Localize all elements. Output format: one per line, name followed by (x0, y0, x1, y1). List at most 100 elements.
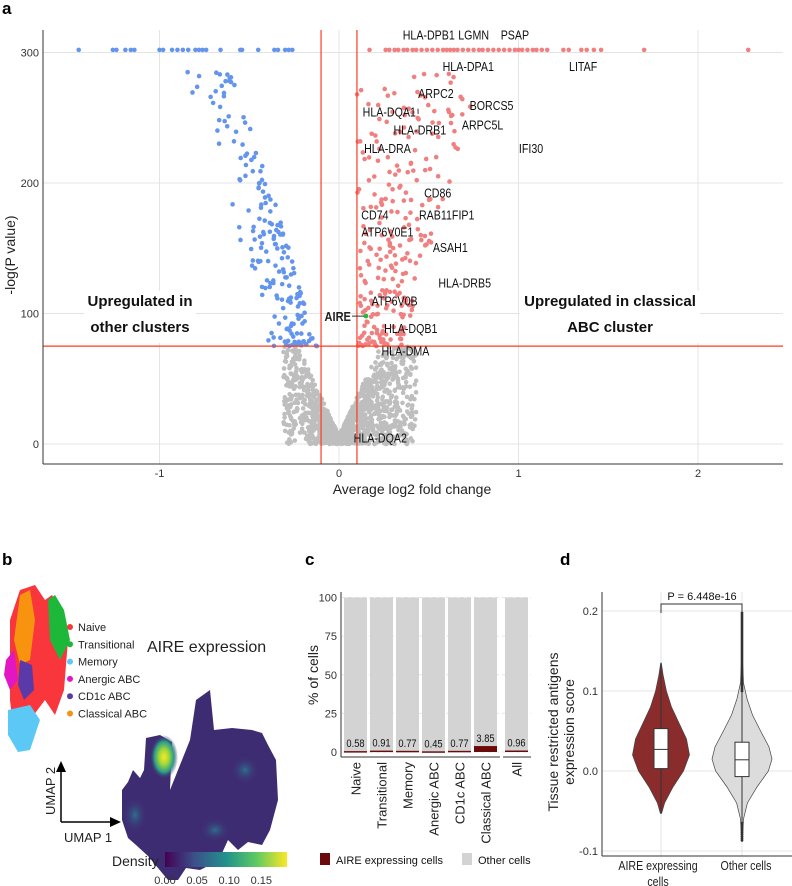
outlier-point (740, 663, 744, 667)
point-down (291, 265, 296, 271)
point-not-significant (293, 384, 298, 389)
point-down-capped (180, 47, 186, 53)
point-down (296, 285, 302, 290)
significance-bracket (660, 603, 743, 613)
point-up-capped (440, 47, 446, 53)
point-up (368, 204, 374, 210)
gene-label: HLA-DRB5 (438, 275, 491, 290)
point-down (286, 283, 292, 289)
point-not-significant (387, 381, 393, 387)
point-up-capped (501, 47, 507, 53)
cluster-legend-label: Anergic ABC (78, 674, 140, 686)
umap-axes: UMAP 2 UMAP 1 (43, 761, 121, 845)
point-not-significant (389, 365, 394, 371)
point-not-significant (350, 415, 355, 420)
point-not-significant (339, 433, 344, 438)
point-up (418, 232, 424, 238)
point-up (414, 177, 420, 183)
point-up (435, 134, 441, 140)
point-up-capped (465, 47, 471, 53)
point-up-capped (485, 47, 491, 53)
legend-dot (67, 675, 73, 682)
point-not-significant (384, 354, 390, 360)
point-up (422, 233, 428, 239)
point-up (365, 337, 370, 342)
point-up (411, 168, 416, 173)
point-up (391, 324, 396, 330)
legend-dot (67, 658, 73, 665)
annotation-right-line2: ABC cluster (567, 319, 653, 336)
point-up (395, 209, 400, 215)
point-not-significant (315, 412, 320, 418)
point-up-capped (591, 47, 597, 53)
outlier-point (740, 685, 744, 689)
bar-other-cells (344, 597, 367, 752)
point-not-significant (399, 359, 405, 364)
point-not-significant (393, 364, 398, 369)
point-not-significant (284, 353, 290, 359)
point-up (388, 229, 393, 234)
point-down (302, 318, 307, 324)
point-down (302, 310, 307, 316)
outlier-point (740, 637, 744, 641)
bar-value-label: 0.77 (398, 738, 416, 750)
x-category-label: Memory (401, 762, 416, 809)
point-not-significant (404, 441, 410, 447)
point-not-significant (378, 420, 384, 426)
point-not-significant (412, 417, 418, 422)
x-category-label: Naive (349, 762, 364, 795)
outlier-point (740, 655, 744, 659)
point-up (407, 313, 413, 318)
point-down (285, 255, 291, 260)
point-not-significant (296, 348, 302, 354)
x-category-label: Classical ABC (479, 762, 494, 844)
point-down (271, 278, 276, 283)
point-up-capped (460, 47, 466, 53)
point-up (430, 120, 435, 125)
point-not-significant (389, 350, 395, 355)
point-not-significant (366, 377, 372, 383)
point-down (222, 118, 227, 124)
point-not-significant (345, 414, 351, 420)
colorbar-tick-label: 0.10 (218, 875, 239, 886)
point-up (357, 139, 363, 144)
point-down (258, 205, 264, 211)
point-down (251, 154, 257, 160)
bar-value-label: 0.91 (372, 738, 390, 750)
bar-aire-cells (344, 751, 367, 753)
point-down (288, 300, 293, 305)
point-up (390, 245, 396, 251)
point-up (390, 187, 395, 192)
point-up-capped (424, 47, 430, 53)
point-up (389, 299, 394, 304)
point-up (361, 330, 367, 336)
point-down (276, 269, 282, 274)
point-not-significant (310, 409, 315, 415)
point-not-significant (413, 390, 419, 395)
point-up (390, 109, 395, 115)
point-not-significant (300, 406, 306, 411)
point-not-significant (330, 420, 335, 426)
point-not-significant (397, 345, 403, 351)
point-not-significant (380, 352, 386, 358)
point-not-significant (299, 376, 305, 381)
point-not-significant (370, 391, 376, 397)
point-not-significant (365, 424, 371, 430)
point-up (366, 178, 372, 183)
point-up (431, 108, 437, 114)
point-not-significant (371, 441, 377, 447)
point-down (263, 200, 268, 206)
colorbar-tick-label: 0.15 (251, 875, 272, 886)
point-up (448, 120, 454, 126)
point-not-significant (289, 431, 295, 437)
outlier-point (740, 677, 744, 681)
point-not-significant (282, 428, 288, 434)
cluster-umap-thumbnail (4, 585, 70, 752)
point-up-capped (534, 47, 539, 53)
outlier-point (740, 661, 744, 665)
legend-dot (67, 693, 73, 700)
point-up (401, 125, 407, 130)
point-down (217, 72, 223, 77)
outlier-point (740, 613, 744, 617)
point-down (282, 315, 288, 320)
